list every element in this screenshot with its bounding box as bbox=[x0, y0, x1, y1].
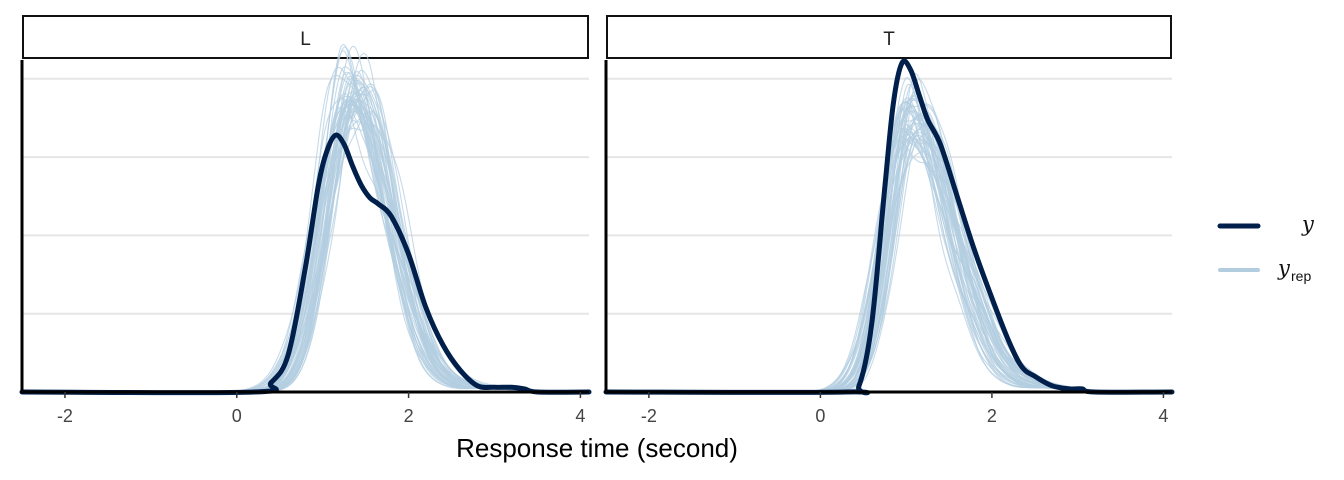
panel-l: L -2 0 2 4 bbox=[19, 15, 592, 426]
legend-label-yrep-subscript: rep bbox=[1291, 268, 1311, 284]
legend-label-yrep: y bbox=[1277, 256, 1291, 280]
x-axis-label: Response time (second) bbox=[456, 433, 738, 463]
x-tick-label: 2 bbox=[987, 406, 997, 426]
legend: y y rep bbox=[1217, 212, 1315, 284]
yrep-line bbox=[22, 74, 589, 393]
yrep-lines-l bbox=[22, 43, 589, 393]
legend-label-y: y bbox=[1301, 212, 1315, 236]
observed-density-line-l bbox=[19, 132, 592, 396]
strip-box-l bbox=[22, 15, 589, 59]
panel-t: T -2 0 2 4 bbox=[603, 15, 1175, 426]
strip-box-t bbox=[606, 15, 1172, 59]
x-tick-label: -2 bbox=[641, 406, 657, 426]
axis-lines-t bbox=[604, 60, 1172, 394]
x-tick-label: 0 bbox=[815, 406, 825, 426]
x-tick-label: -2 bbox=[57, 406, 73, 426]
x-tick-label: 4 bbox=[1158, 406, 1168, 426]
x-ticks-l: -2 0 2 4 bbox=[57, 392, 585, 426]
observed-density-line-t bbox=[603, 58, 1175, 396]
strip-label-t: T bbox=[883, 29, 895, 50]
strip-label-l: L bbox=[300, 29, 311, 50]
x-tick-label: 4 bbox=[575, 406, 585, 426]
x-tick-label: 0 bbox=[232, 406, 242, 426]
x-ticks-t: -2 0 2 4 bbox=[641, 392, 1168, 426]
axis-lines-l bbox=[20, 60, 589, 394]
x-tick-label: 2 bbox=[404, 406, 414, 426]
